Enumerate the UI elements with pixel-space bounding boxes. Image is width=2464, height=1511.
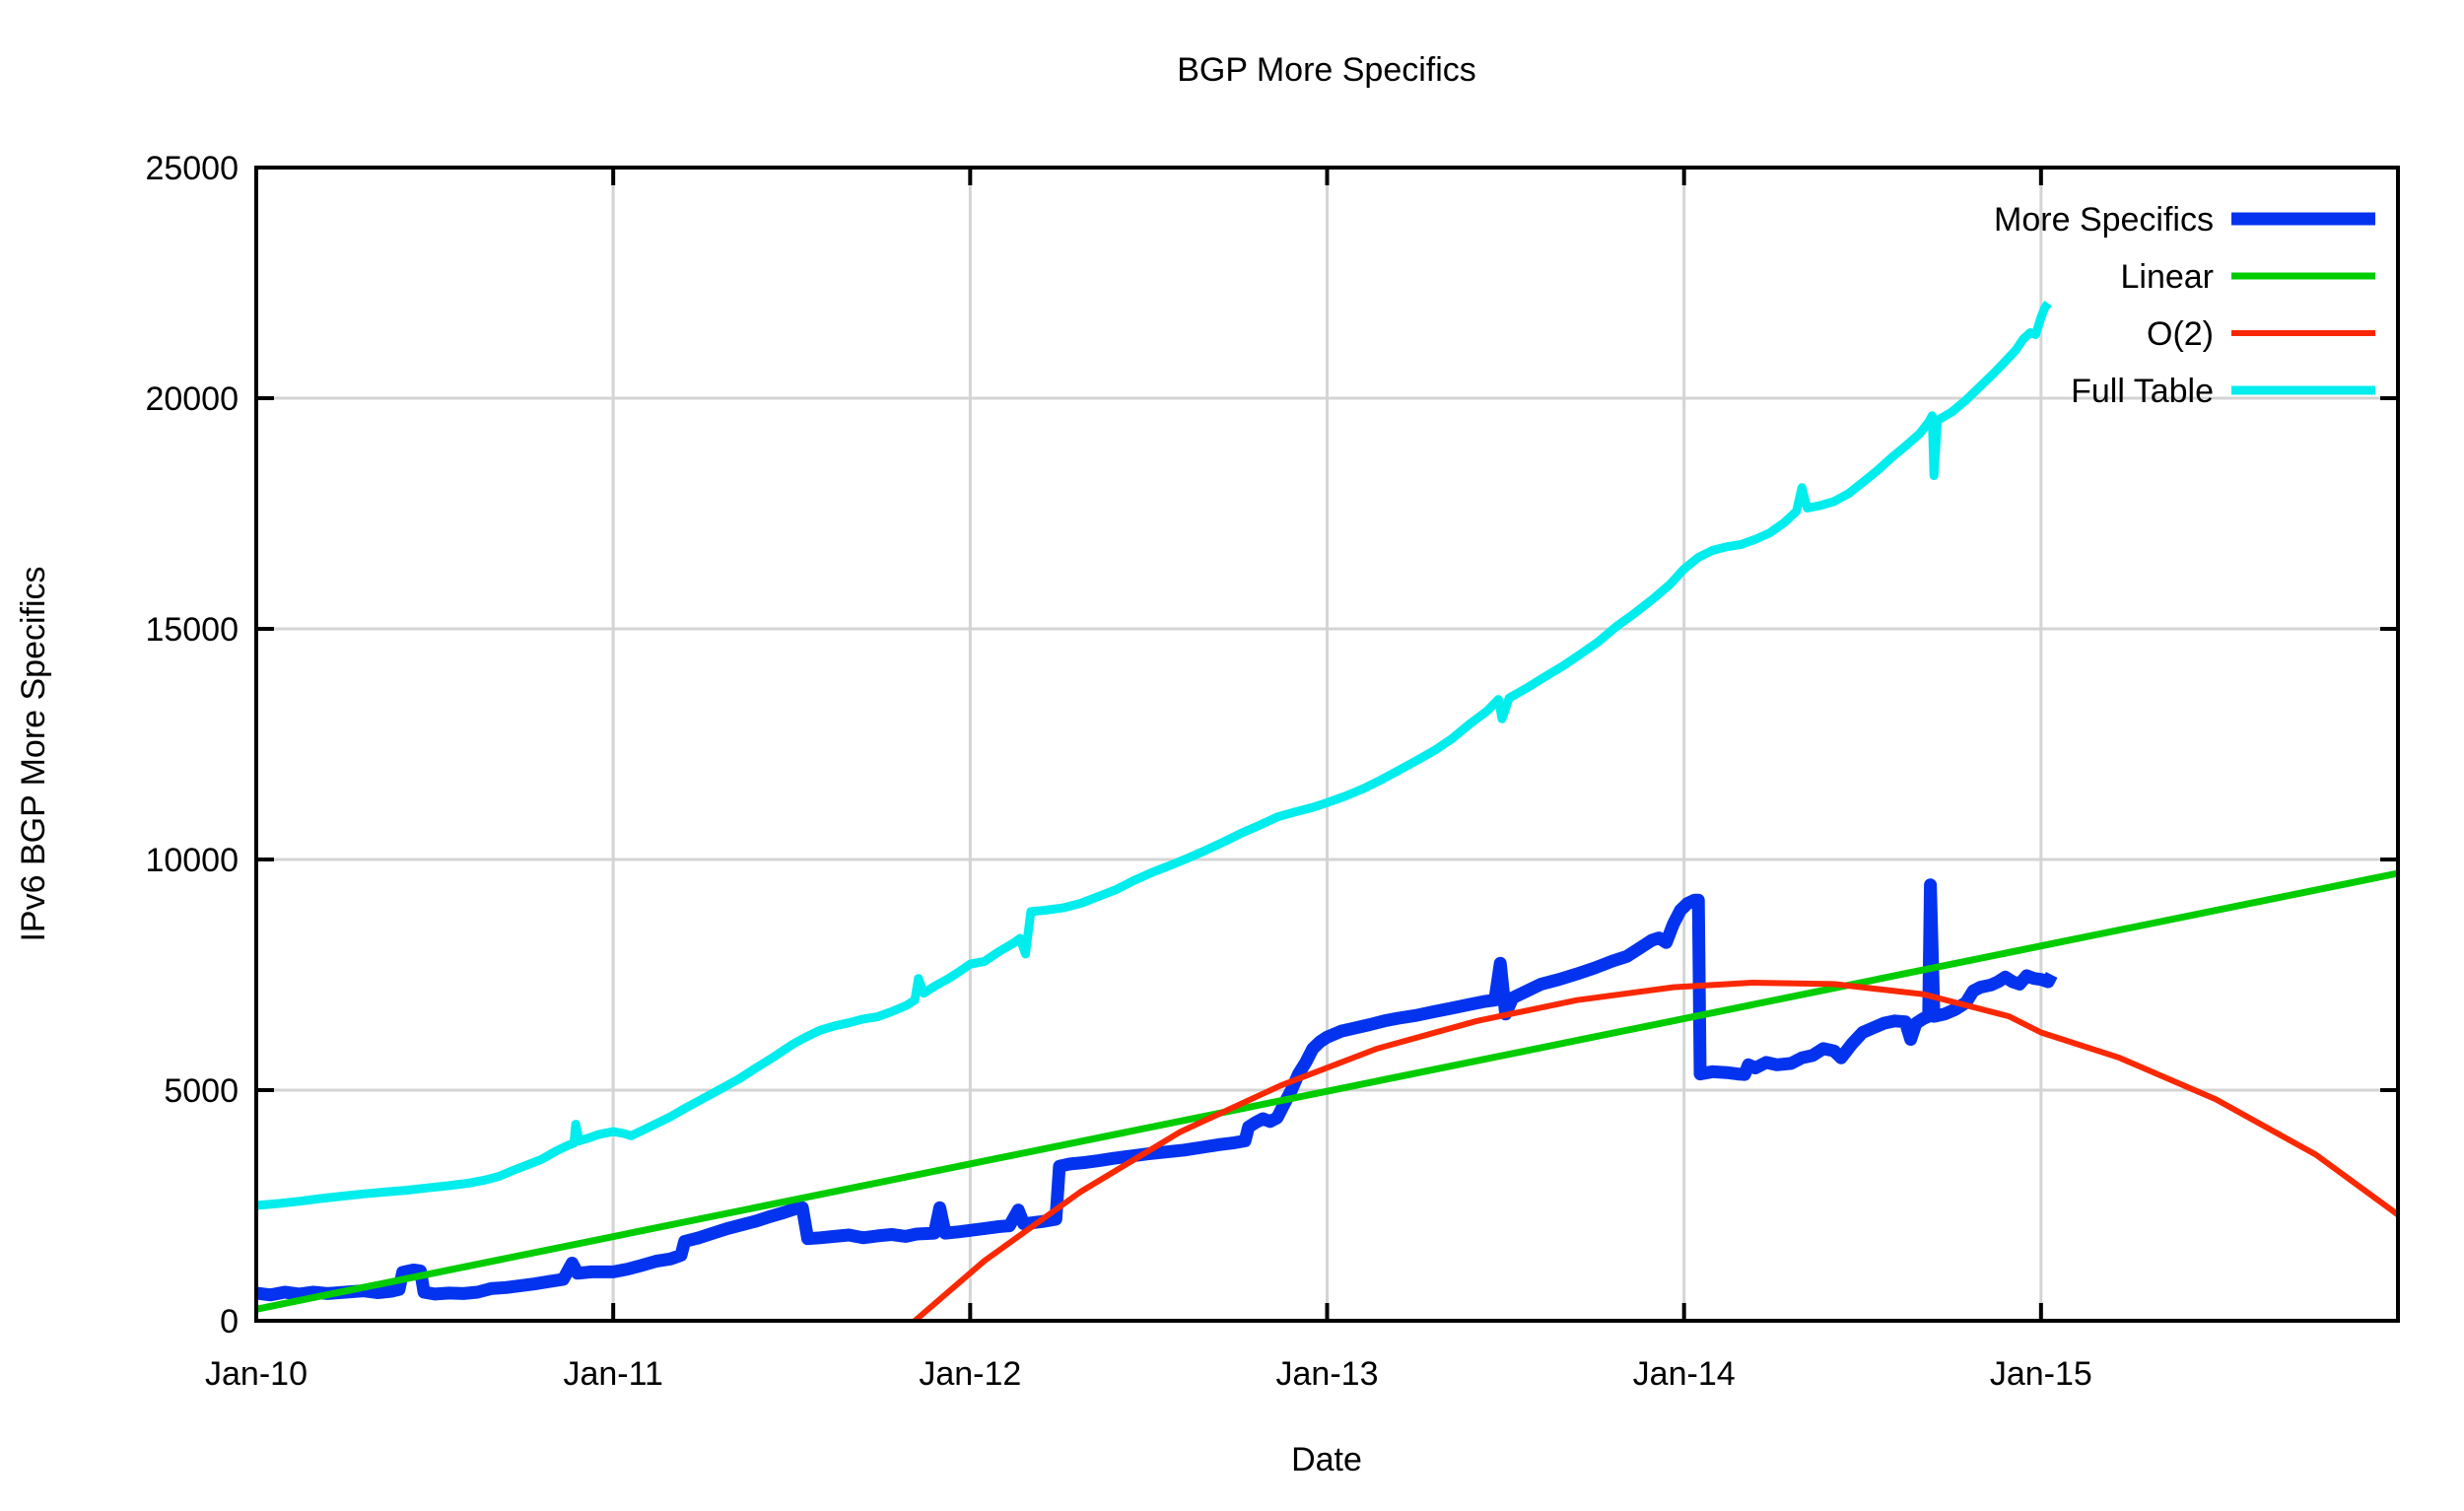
legend-label: Full Table [2071, 373, 2214, 410]
y-tick-label: 5000 [164, 1072, 239, 1110]
tick-label-layer: Jan-10 Jan-11 Jan-12 Jan-13 Jan-14 Jan-15 0 500… [145, 150, 2091, 1393]
tick-layer [254, 166, 2398, 1323]
legend-entry-o-2-: O(2) [2147, 315, 2375, 353]
legend-entry-more-specifics: More Specifics [1994, 201, 2375, 239]
x-axis-label: Date [1291, 1441, 1362, 1478]
legend-entry-full-table: Full Table [2071, 373, 2375, 410]
y-tick-label: 25000 [145, 150, 239, 187]
series-line-linear [255, 869, 2399, 1313]
legend: More Specifics Linear O(2) Full Table [1994, 201, 2375, 410]
series-layer [255, 301, 2400, 1324]
series-line-o-2- [913, 980, 2400, 1324]
y-axis-label: IPv6 BGP More Specifics [15, 566, 52, 941]
x-tick-label: Jan-10 [205, 1355, 308, 1393]
series-line-more-specifics [255, 878, 2058, 1302]
y-tick-label: 15000 [145, 611, 239, 649]
y-tick-label: 10000 [145, 842, 239, 879]
legend-entry-linear: Linear [2120, 258, 2375, 296]
x-tick-label: Jan-13 [1276, 1355, 1379, 1393]
x-tick-label: Jan-12 [919, 1355, 1021, 1393]
x-tick-label: Jan-15 [1990, 1355, 2092, 1393]
series-line-full-table [255, 301, 2052, 1210]
x-tick-label: Jan-14 [1633, 1355, 1736, 1393]
chart-title: BGP More Specifics [1177, 51, 1476, 89]
x-tick-label: Jan-11 [563, 1355, 662, 1393]
y-tick-label: 20000 [145, 380, 239, 418]
legend-label: More Specifics [1994, 201, 2214, 239]
legend-label: Linear [2120, 258, 2214, 296]
y-tick-label: 0 [220, 1303, 239, 1340]
legend-label: O(2) [2147, 315, 2214, 353]
